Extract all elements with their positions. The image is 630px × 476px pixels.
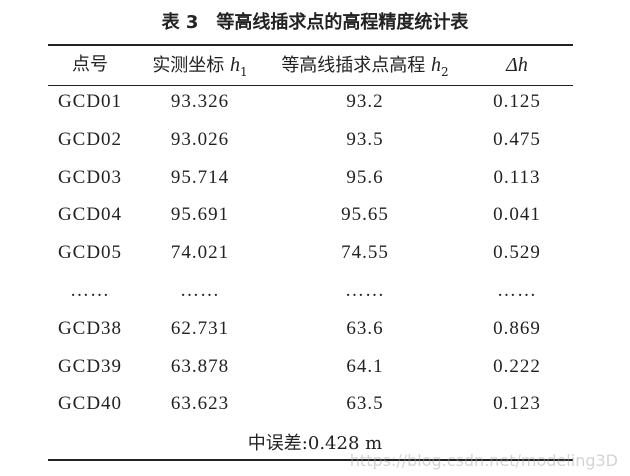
header-label: 等高线插求点高程 xyxy=(281,55,432,76)
table-cell: 95.714 xyxy=(170,166,230,188)
table-cell: 64.1 xyxy=(346,355,384,377)
table-cell: …… xyxy=(70,280,110,301)
table-footer: 中误差:0.428 m xyxy=(247,433,383,454)
table-cell: 95.691 xyxy=(170,204,230,226)
table-cell: 0.041 xyxy=(493,204,541,226)
header-cell: 实测坐标 h1 xyxy=(110,53,290,84)
header-subscript: 1 xyxy=(240,65,248,79)
table-cell: 0.113 xyxy=(493,166,541,188)
table-cell: GCD01 xyxy=(57,91,123,112)
table-cell: 0.529 xyxy=(493,242,541,264)
header-rule xyxy=(48,85,573,86)
table-cell: 63.6 xyxy=(346,317,384,339)
table-cell: …… xyxy=(345,280,385,301)
table-cell: 95.65 xyxy=(341,204,389,226)
header-cell: Δh xyxy=(427,53,607,78)
table-cell: 74.55 xyxy=(341,242,389,264)
table-cell: 93.026 xyxy=(170,128,230,150)
header-label: 点号 xyxy=(72,54,108,75)
table-cell: 93.5 xyxy=(346,128,384,150)
table-cell: …… xyxy=(180,280,220,301)
table-cell: GCD05 xyxy=(57,242,123,264)
table-cell: GCD39 xyxy=(57,355,123,377)
table-cell: 74.021 xyxy=(170,242,230,264)
header-label: 实测坐标 xyxy=(152,55,231,76)
table-cell: 0.123 xyxy=(493,393,541,415)
top-rule xyxy=(48,44,573,46)
table-cell: GCD04 xyxy=(57,204,123,226)
table-cell: 0.475 xyxy=(493,128,541,150)
header-cell: 等高线插求点高程 h2 xyxy=(275,53,455,84)
table-cell: GCD40 xyxy=(57,393,123,415)
table-cell: 0.222 xyxy=(493,355,541,377)
table-cell: 63.623 xyxy=(170,393,230,415)
header-symbol: h xyxy=(230,54,241,76)
header-cell: 点号 xyxy=(0,53,180,77)
table-cell: 0.125 xyxy=(493,91,541,112)
header-subscript: 2 xyxy=(441,65,449,79)
header-symbol: Δh xyxy=(506,54,528,76)
table-cell: 93.326 xyxy=(170,91,230,112)
table-cell: GCD02 xyxy=(57,128,123,150)
table-cell: 0.869 xyxy=(493,317,541,339)
table-title: 表 3 等高线插求点的高程精度统计表 xyxy=(161,12,469,33)
table-cell: 62.731 xyxy=(170,317,230,339)
table-cell: 95.6 xyxy=(346,166,384,188)
watermark: https://blog.csdn.net/modeling3D xyxy=(349,451,618,470)
header-symbol: h xyxy=(431,54,442,76)
table-cell: 93.2 xyxy=(346,91,384,112)
table-cell: …… xyxy=(497,280,537,301)
table-cell: 63.5 xyxy=(346,393,384,415)
table-cell: 63.878 xyxy=(170,355,230,377)
bottom-rule xyxy=(48,459,573,461)
table-cell: GCD38 xyxy=(57,317,123,339)
table-cell: GCD03 xyxy=(57,166,123,188)
